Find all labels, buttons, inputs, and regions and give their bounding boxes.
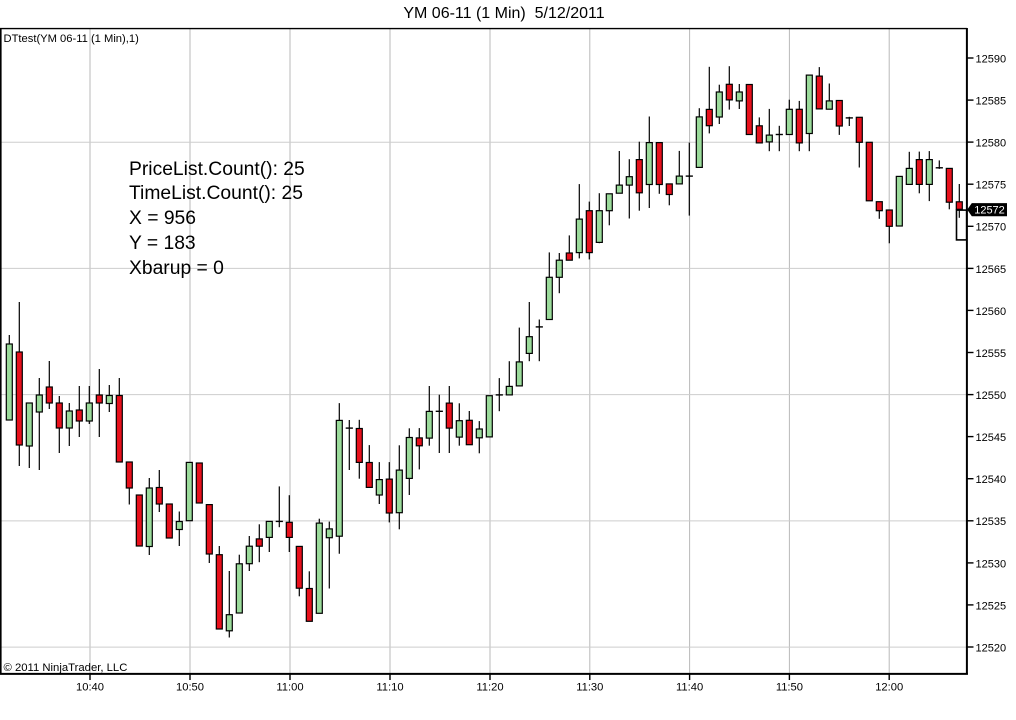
svg-text:12575: 12575 (976, 180, 1007, 192)
svg-text:12585: 12585 (976, 96, 1007, 108)
svg-text:12525: 12525 (976, 600, 1007, 612)
svg-text:12545: 12545 (976, 432, 1007, 444)
svg-text:12560: 12560 (976, 306, 1007, 318)
svg-text:12570: 12570 (976, 222, 1007, 234)
svg-text:12555: 12555 (976, 348, 1007, 360)
svg-text:12530: 12530 (976, 558, 1007, 570)
svg-text:11:30: 11:30 (576, 682, 603, 694)
svg-text:12565: 12565 (976, 264, 1007, 276)
svg-text:12550: 12550 (976, 390, 1007, 402)
svg-text:12580: 12580 (976, 138, 1007, 150)
svg-text:12572: 12572 (974, 204, 1005, 216)
svg-text:12540: 12540 (976, 474, 1007, 486)
svg-text:11:20: 11:20 (476, 682, 503, 694)
svg-text:11:00: 11:00 (276, 682, 303, 694)
svg-text:10:40: 10:40 (76, 682, 104, 694)
svg-text:12:00: 12:00 (875, 682, 903, 694)
svg-text:11:10: 11:10 (376, 682, 403, 694)
svg-text:11:50: 11:50 (776, 682, 803, 694)
svg-text:11:40: 11:40 (676, 682, 703, 694)
svg-text:12535: 12535 (976, 516, 1007, 528)
svg-text:12590: 12590 (976, 53, 1007, 65)
svg-text:10:50: 10:50 (176, 682, 204, 694)
svg-text:12520: 12520 (976, 642, 1007, 654)
